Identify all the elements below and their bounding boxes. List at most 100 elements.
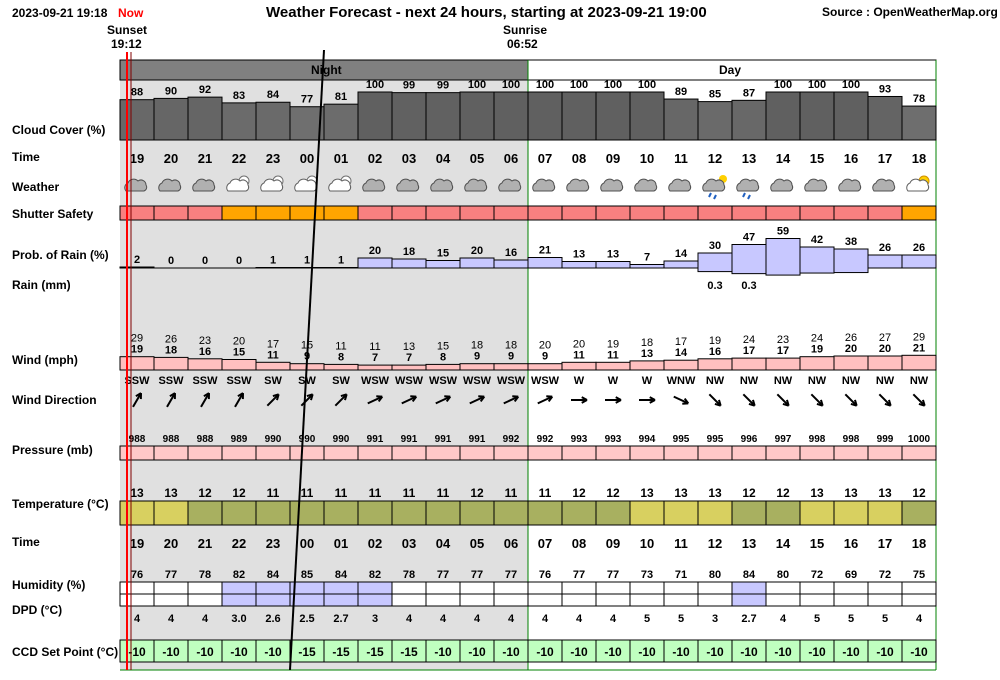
wind-speed-value: 7 (372, 352, 378, 364)
cloud-icon (770, 178, 794, 192)
pressure-bar (833, 445, 869, 461)
cloud-bar (561, 91, 597, 141)
temperature-value: 13 (130, 486, 144, 500)
humidity-value: 77 (471, 569, 483, 581)
wind-direction-label: WSW (463, 375, 492, 387)
rain-prob-bar (663, 260, 699, 269)
temperature-bar (493, 500, 529, 526)
wind-gust-value: 18 (641, 337, 653, 349)
rain-prob-value: 14 (675, 248, 688, 260)
cloud-value: 93 (879, 83, 891, 95)
cloud-bar (765, 91, 801, 141)
temperature-bar (323, 500, 359, 526)
temperature-value: 12 (742, 486, 756, 500)
pressure-bar (153, 445, 189, 461)
rain-prob-value: 1 (338, 255, 344, 267)
pressure-value: 999 (877, 434, 894, 445)
rain-prob-bar (493, 259, 529, 269)
time-label-bottom: 21 (198, 536, 212, 551)
wind-gust-value: 23 (777, 334, 789, 346)
wind-direction-label: WSW (429, 375, 458, 387)
wind-bar (765, 357, 801, 371)
humidity-value: 84 (743, 569, 756, 581)
pressure-bar (867, 445, 903, 461)
wind-direction-label: WSW (361, 375, 390, 387)
cloud-bar (255, 101, 291, 141)
wind-gust-value: 11 (335, 340, 346, 352)
pressure-bar (221, 445, 257, 461)
humidity-value: 78 (403, 569, 415, 581)
temperature-value: 12 (198, 486, 212, 500)
label-wind: Wind (mph) (12, 353, 78, 367)
time-label: 07 (538, 151, 552, 166)
dpd-value: 4 (406, 613, 413, 625)
wind-arrowhead (918, 403, 925, 407)
humidity-value: 77 (573, 569, 585, 581)
wind-arrowhead (816, 403, 823, 407)
wind-direction-label: W (574, 375, 585, 387)
cloud-value: 89 (675, 86, 687, 98)
cloud-icon (192, 178, 216, 192)
cloud-bar (663, 98, 699, 141)
pressure-bar (323, 445, 359, 461)
ccd-value: -10 (706, 645, 724, 659)
wind-arrowhead (344, 394, 348, 401)
time-label: 17 (878, 151, 892, 166)
dpd-value: 4 (202, 613, 209, 625)
shutter-cell (731, 205, 767, 221)
wind-speed-value: 20 (845, 343, 857, 355)
cloud-bar (493, 91, 529, 141)
temperature-bar (629, 500, 665, 526)
time-label-bottom: 02 (368, 536, 382, 551)
wind-speed-value: 17 (777, 345, 789, 357)
rain-prob-bar (391, 258, 427, 269)
wind-arrowhead (411, 396, 418, 403)
wind-arrowhead (581, 399, 588, 404)
label-dpd: DPD (°C) (12, 603, 63, 617)
temperature-bar (799, 500, 835, 526)
temperature-bar (119, 500, 155, 526)
pressure-bar (119, 445, 155, 461)
cloud-value: 100 (604, 79, 622, 91)
rain-prob-value: 26 (879, 242, 891, 254)
wind-bar (867, 355, 903, 371)
wind-direction-label: WSW (395, 375, 424, 387)
humidity-value: 75 (913, 569, 925, 581)
cloud-value: 100 (468, 79, 486, 91)
wind-direction-label: SW (332, 375, 350, 387)
time-label: 04 (436, 151, 451, 166)
humidity-value: 84 (335, 569, 348, 581)
dpd-value: 5 (882, 613, 888, 625)
wind-direction-label: NW (774, 375, 793, 387)
cloud-icon (668, 178, 692, 192)
sunset-label: Sunset (107, 23, 148, 37)
rain-prob-bar (459, 257, 495, 269)
rain-prob-bar (867, 254, 903, 269)
shutter-cell (799, 205, 835, 221)
wind-speed-value: 18 (165, 344, 177, 356)
wind-gust-value: 27 (879, 332, 891, 344)
label-ccd-set-point: CCD Set Point (°C) (12, 645, 119, 659)
wind-direction-label: NW (808, 375, 827, 387)
time-label: 20 (164, 151, 178, 166)
temperature-value: 12 (572, 486, 586, 500)
wind-gust-value: 23 (199, 335, 211, 347)
wind-direction-label: SW (264, 375, 282, 387)
cloud-value: 77 (301, 94, 313, 106)
time-label-bottom: 16 (844, 536, 858, 551)
wind-arrowhead (649, 399, 656, 404)
temperature-value: 11 (369, 486, 382, 500)
wind-arrowhead (782, 403, 789, 407)
temperature-value: 12 (606, 486, 620, 500)
wind-bar (629, 360, 665, 371)
dpd-value: 5 (678, 613, 684, 625)
ccd-value: -10 (434, 645, 452, 659)
wind-arrow (401, 395, 417, 405)
dpd-value: 2.7 (333, 613, 348, 625)
wind-speed-value: 11 (573, 349, 585, 361)
time-label: 09 (606, 151, 620, 166)
rain-prob-bar (323, 267, 359, 269)
time-label: 12 (708, 151, 722, 166)
ccd-value: -10 (196, 645, 214, 659)
label-humidity: Humidity (%) (12, 578, 86, 592)
